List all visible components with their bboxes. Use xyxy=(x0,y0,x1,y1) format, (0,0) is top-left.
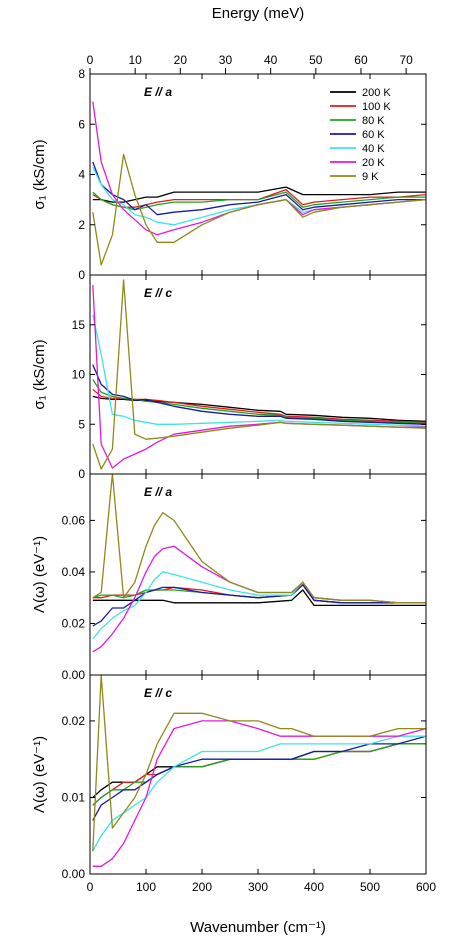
series-line-80k xyxy=(92,379,426,424)
legend-label: 40 K xyxy=(362,143,385,155)
top-tick-label: 50 xyxy=(309,53,323,67)
top-tick-label: 40 xyxy=(264,53,278,67)
series-line-20k xyxy=(92,284,426,469)
y-tick-label: 4 xyxy=(78,168,85,182)
legend-label: 60 K xyxy=(362,129,385,141)
y-tick-label: 8 xyxy=(78,67,85,81)
x-axis-title: Wavenumber (cm⁻¹) xyxy=(190,919,326,936)
y-axis-title: Λ(ω) (eV⁻¹) xyxy=(31,736,48,813)
series-line-9k xyxy=(92,474,426,604)
x-tick-label: 200 xyxy=(192,880,212,894)
legend: 200 K 100 K 80 K 60 K 40 K 20 K 9 K xyxy=(330,87,391,183)
series-line-60k xyxy=(92,364,426,425)
series-line-20k xyxy=(92,545,426,653)
y-tick-label: 2 xyxy=(78,218,85,232)
top-tick-label: 0 xyxy=(87,53,94,67)
y-axis-title: Λ(ω) (eV⁻¹) xyxy=(31,536,48,613)
y-tick-label: 0.02 xyxy=(62,714,86,728)
series-line-80k xyxy=(92,743,426,806)
panel-3: 0.00 0.02 0.04 0.06 E // a Λ(ω) (eV⁻¹) xyxy=(31,473,427,682)
y-tick-label: 15 xyxy=(72,318,86,332)
panel-frame xyxy=(89,274,427,475)
panel-frame xyxy=(89,473,427,676)
panel-4: 0.00 0.01 0.02 E // c Λ(ω) (eV⁻¹) xyxy=(31,674,427,881)
top-tick-label: 30 xyxy=(219,53,233,67)
x-tick-label: 500 xyxy=(360,880,380,894)
y-tick-label: 0.01 xyxy=(62,790,86,804)
top-tick-label: 20 xyxy=(174,53,188,67)
legend-label: 9 K xyxy=(362,171,379,183)
panel-label: E // a xyxy=(144,485,172,499)
top-axis-title: Energy (meV) xyxy=(212,5,305,22)
series-line-60k xyxy=(92,584,426,627)
legend-label: 200 K xyxy=(362,87,391,99)
y-tick-label: 6 xyxy=(78,117,85,131)
series-line-40k xyxy=(92,735,426,852)
legend-label: 100 K xyxy=(362,101,391,113)
series-line-200k xyxy=(92,743,426,798)
y-axis-title: σ₁ (kS/cm) xyxy=(31,139,48,209)
panel-frame xyxy=(89,674,427,875)
y-tick-label: 10 xyxy=(72,368,86,382)
series-group xyxy=(92,675,426,867)
y-tick-label: 0.04 xyxy=(62,565,86,579)
series-line-200k xyxy=(92,395,426,422)
legend-label: 20 K xyxy=(362,157,385,169)
series-line-100k xyxy=(92,743,426,806)
panel-2: 0 5 10 15 E // c σ₁ (kS/cm) xyxy=(31,274,427,481)
y-tick-label: 0.00 xyxy=(62,668,86,682)
series-line-100k xyxy=(92,388,426,423)
panel-label: E // c xyxy=(144,686,172,700)
x-tick-label: 400 xyxy=(304,880,324,894)
x-tick-label: 300 xyxy=(248,880,268,894)
y-tick-label: 0.00 xyxy=(62,867,86,881)
series-line-80k xyxy=(92,191,426,211)
series-group xyxy=(92,101,426,266)
x-tick-label: 100 xyxy=(136,880,156,894)
y-tick-label: 0 xyxy=(78,268,85,282)
legend-label: 80 K xyxy=(362,115,385,127)
top-tick-label: 60 xyxy=(354,53,368,67)
series-line-9k xyxy=(92,675,426,852)
top-axis: 0 10 20 30 40 50 60 70 xyxy=(87,53,426,75)
series-line-40k xyxy=(92,314,426,427)
y-tick-label: 0.06 xyxy=(62,513,86,527)
series-line-200k xyxy=(92,186,426,203)
panels: 0 2 4 6 8 E // a σ₁ (kS/cm) 0 5 10 15 E // c σ₁ (kS/… xyxy=(31,67,427,881)
panel-label: E // c xyxy=(144,286,172,300)
panel-label: E // a xyxy=(144,85,172,99)
top-tick-label: 70 xyxy=(399,53,413,67)
y-axis-title: σ₁ (kS/cm) xyxy=(31,339,48,409)
series-group xyxy=(92,474,426,653)
series-line-9k xyxy=(92,153,426,266)
y-tick-label: 0.02 xyxy=(62,616,86,630)
series-line-60k xyxy=(92,161,426,216)
bottom-axis: 0 100 200 300 400 500 600 xyxy=(87,880,437,894)
panel-1: 0 2 4 6 8 E // a σ₁ (kS/cm) xyxy=(31,67,427,282)
y-tick-label: 0 xyxy=(78,467,85,481)
series-group xyxy=(92,279,426,470)
series-line-60k xyxy=(92,735,426,821)
series-line-9k xyxy=(92,279,426,470)
top-tick-label: 10 xyxy=(128,53,142,67)
series-line-200k xyxy=(92,589,426,607)
y-tick-label: 5 xyxy=(78,417,85,431)
x-tick-label: 0 xyxy=(87,880,94,894)
x-tick-label: 600 xyxy=(416,880,436,894)
